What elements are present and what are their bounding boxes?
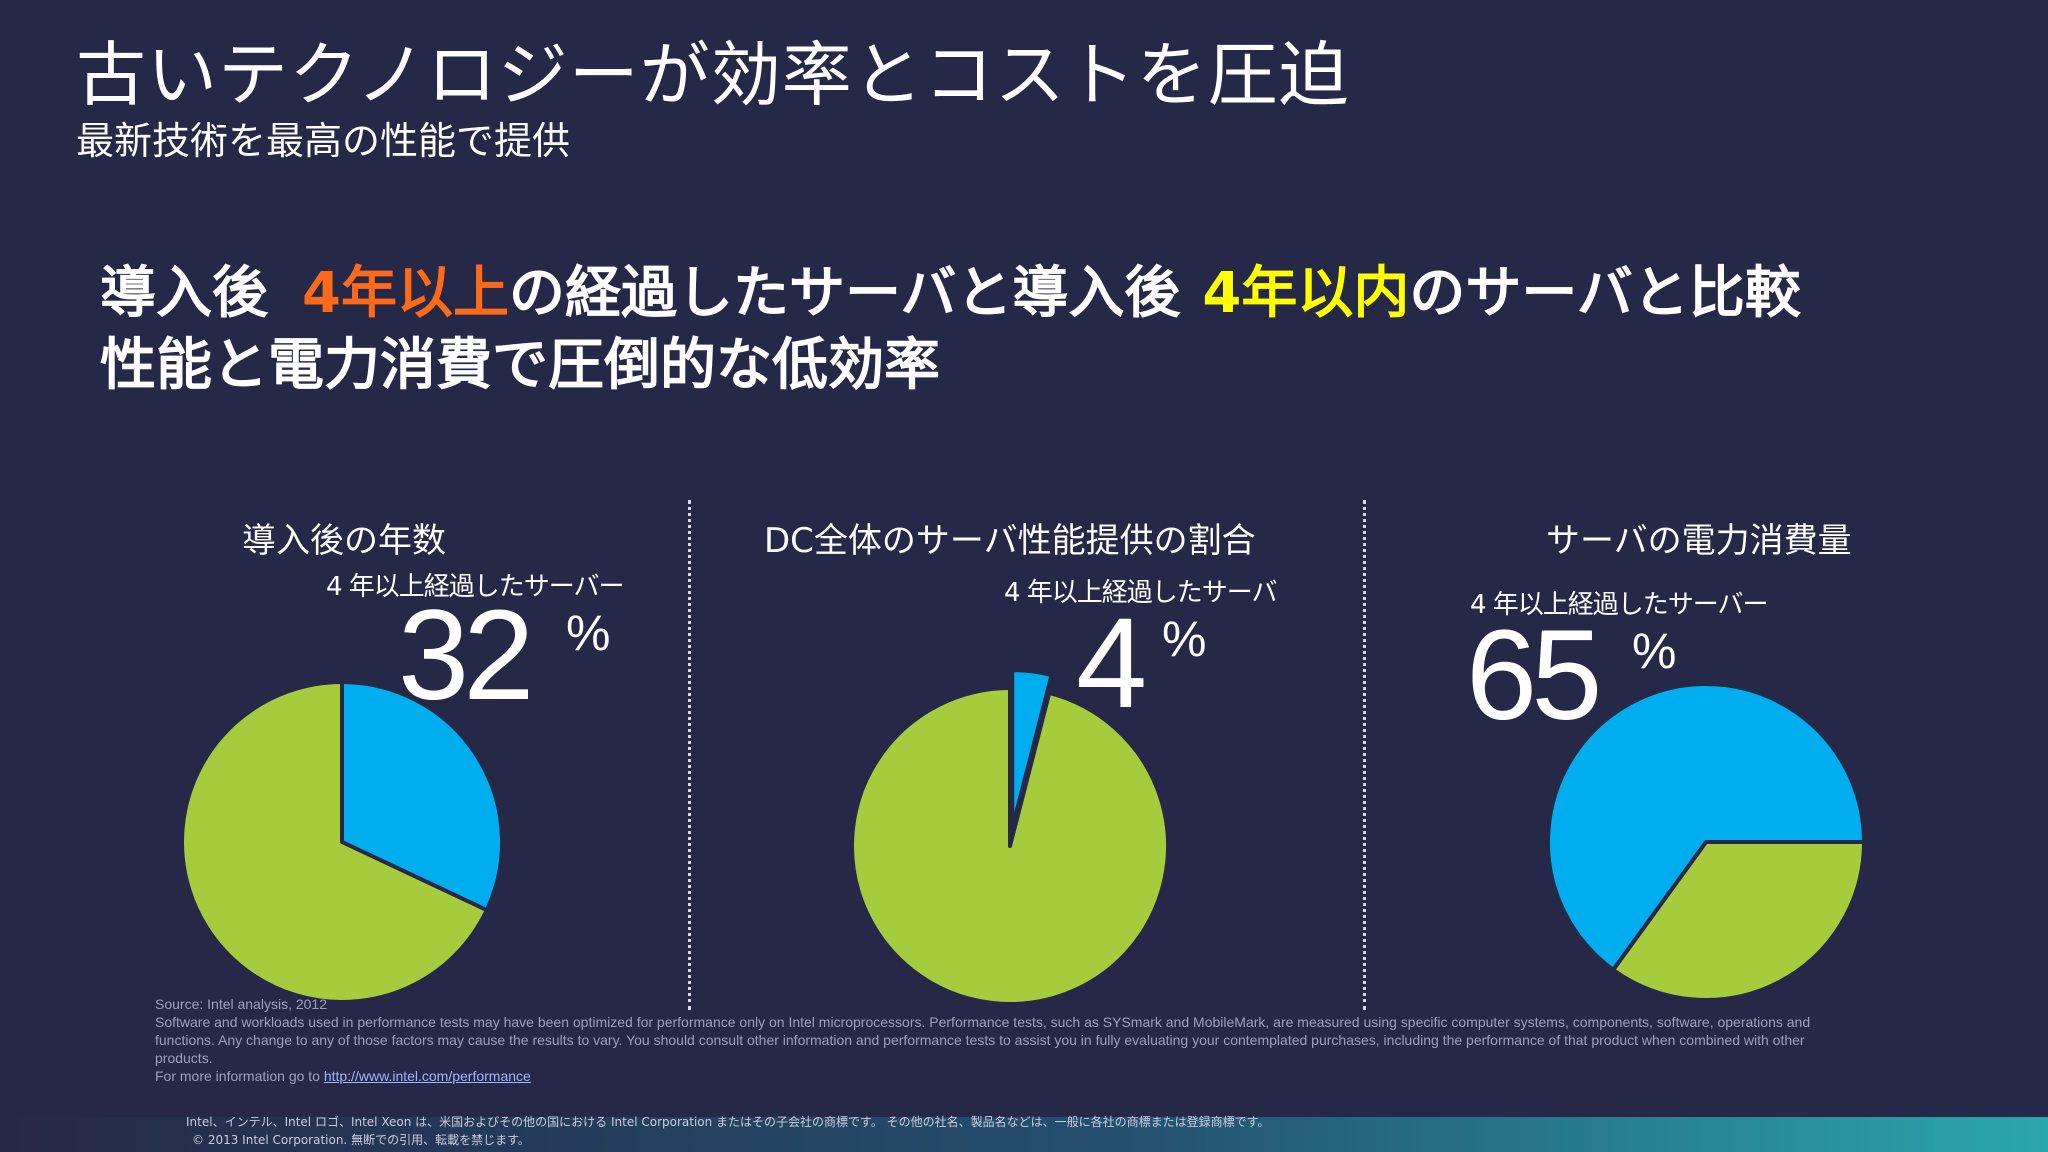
headline-text: の経過したサーバと導入後 [508,261,1181,326]
disclaimer: Software and workloads used in performan… [155,1014,1811,1066]
pie-slice-remainder [1611,840,1866,1002]
headline-highlight-over-4-years: 4年以上 [302,261,509,326]
slide-subtitle: 最新技術を最高の性能で提供 [76,119,571,163]
more-info: For more information go to http://www.in… [155,1067,1855,1085]
chart-title: DC全体のサーバ性能提供の割合 [764,521,1256,561]
chart-caption: 4 年以上経過したサーバ [1004,578,1278,608]
chart-title: サーバの電力消費量 [1546,521,1852,561]
headline-line-2: 性能と電力消費で圧倒的な低効率 [100,333,940,398]
performance-link[interactable]: http://www.intel.com/performance [323,1068,531,1084]
panel-divider [688,500,691,1010]
panel-divider [1363,500,1366,1010]
more-info-prefix: For more information go to [155,1068,324,1084]
fineprint: Source: Intel analysis, 2012 Software an… [155,995,1855,1085]
slide-title: 古いテクノロジーが効率とコストを圧迫 [76,34,1350,116]
headline-text: のサーバと比較 [1409,261,1801,326]
percent-sign: % [1162,611,1207,667]
percent-sign: % [1632,623,1677,679]
chart-title: 導入後の年数 [242,521,446,561]
percent-sign: % [566,605,611,661]
pie-slice-remainder [850,686,1170,1006]
footer-bar [0,1117,2048,1152]
chart-big-value: 4 [1076,592,1147,735]
source-note: Source: Intel analysis, 2012 [155,996,327,1012]
headline-line-1: 導入後 4年以上の経過したサーバと導入後 4年以内のサーバと比較 [100,266,1801,322]
pie-slice-remainder [180,680,489,1004]
headline-highlight-within-4-years: 4年以内 [1202,261,1410,326]
chart-caption: 4 年以上経過したサーバー [326,572,625,602]
pie-slice-over-4-years [1010,668,1054,831]
chart-big-value: 32 [398,584,534,727]
headline-text: 導入後 [100,261,268,326]
chart-big-value: 65 [1466,604,1602,747]
trademark-notice: Intel、インテル、Intel ロゴ、Intel Xeon は、米国およびその… [186,1115,1270,1129]
chart-caption: 4 年以上経過したサーバー [1470,590,1769,620]
copyright-notice: © 2013 Intel Corporation. 無断での引用、転載を禁じます… [192,1133,530,1147]
